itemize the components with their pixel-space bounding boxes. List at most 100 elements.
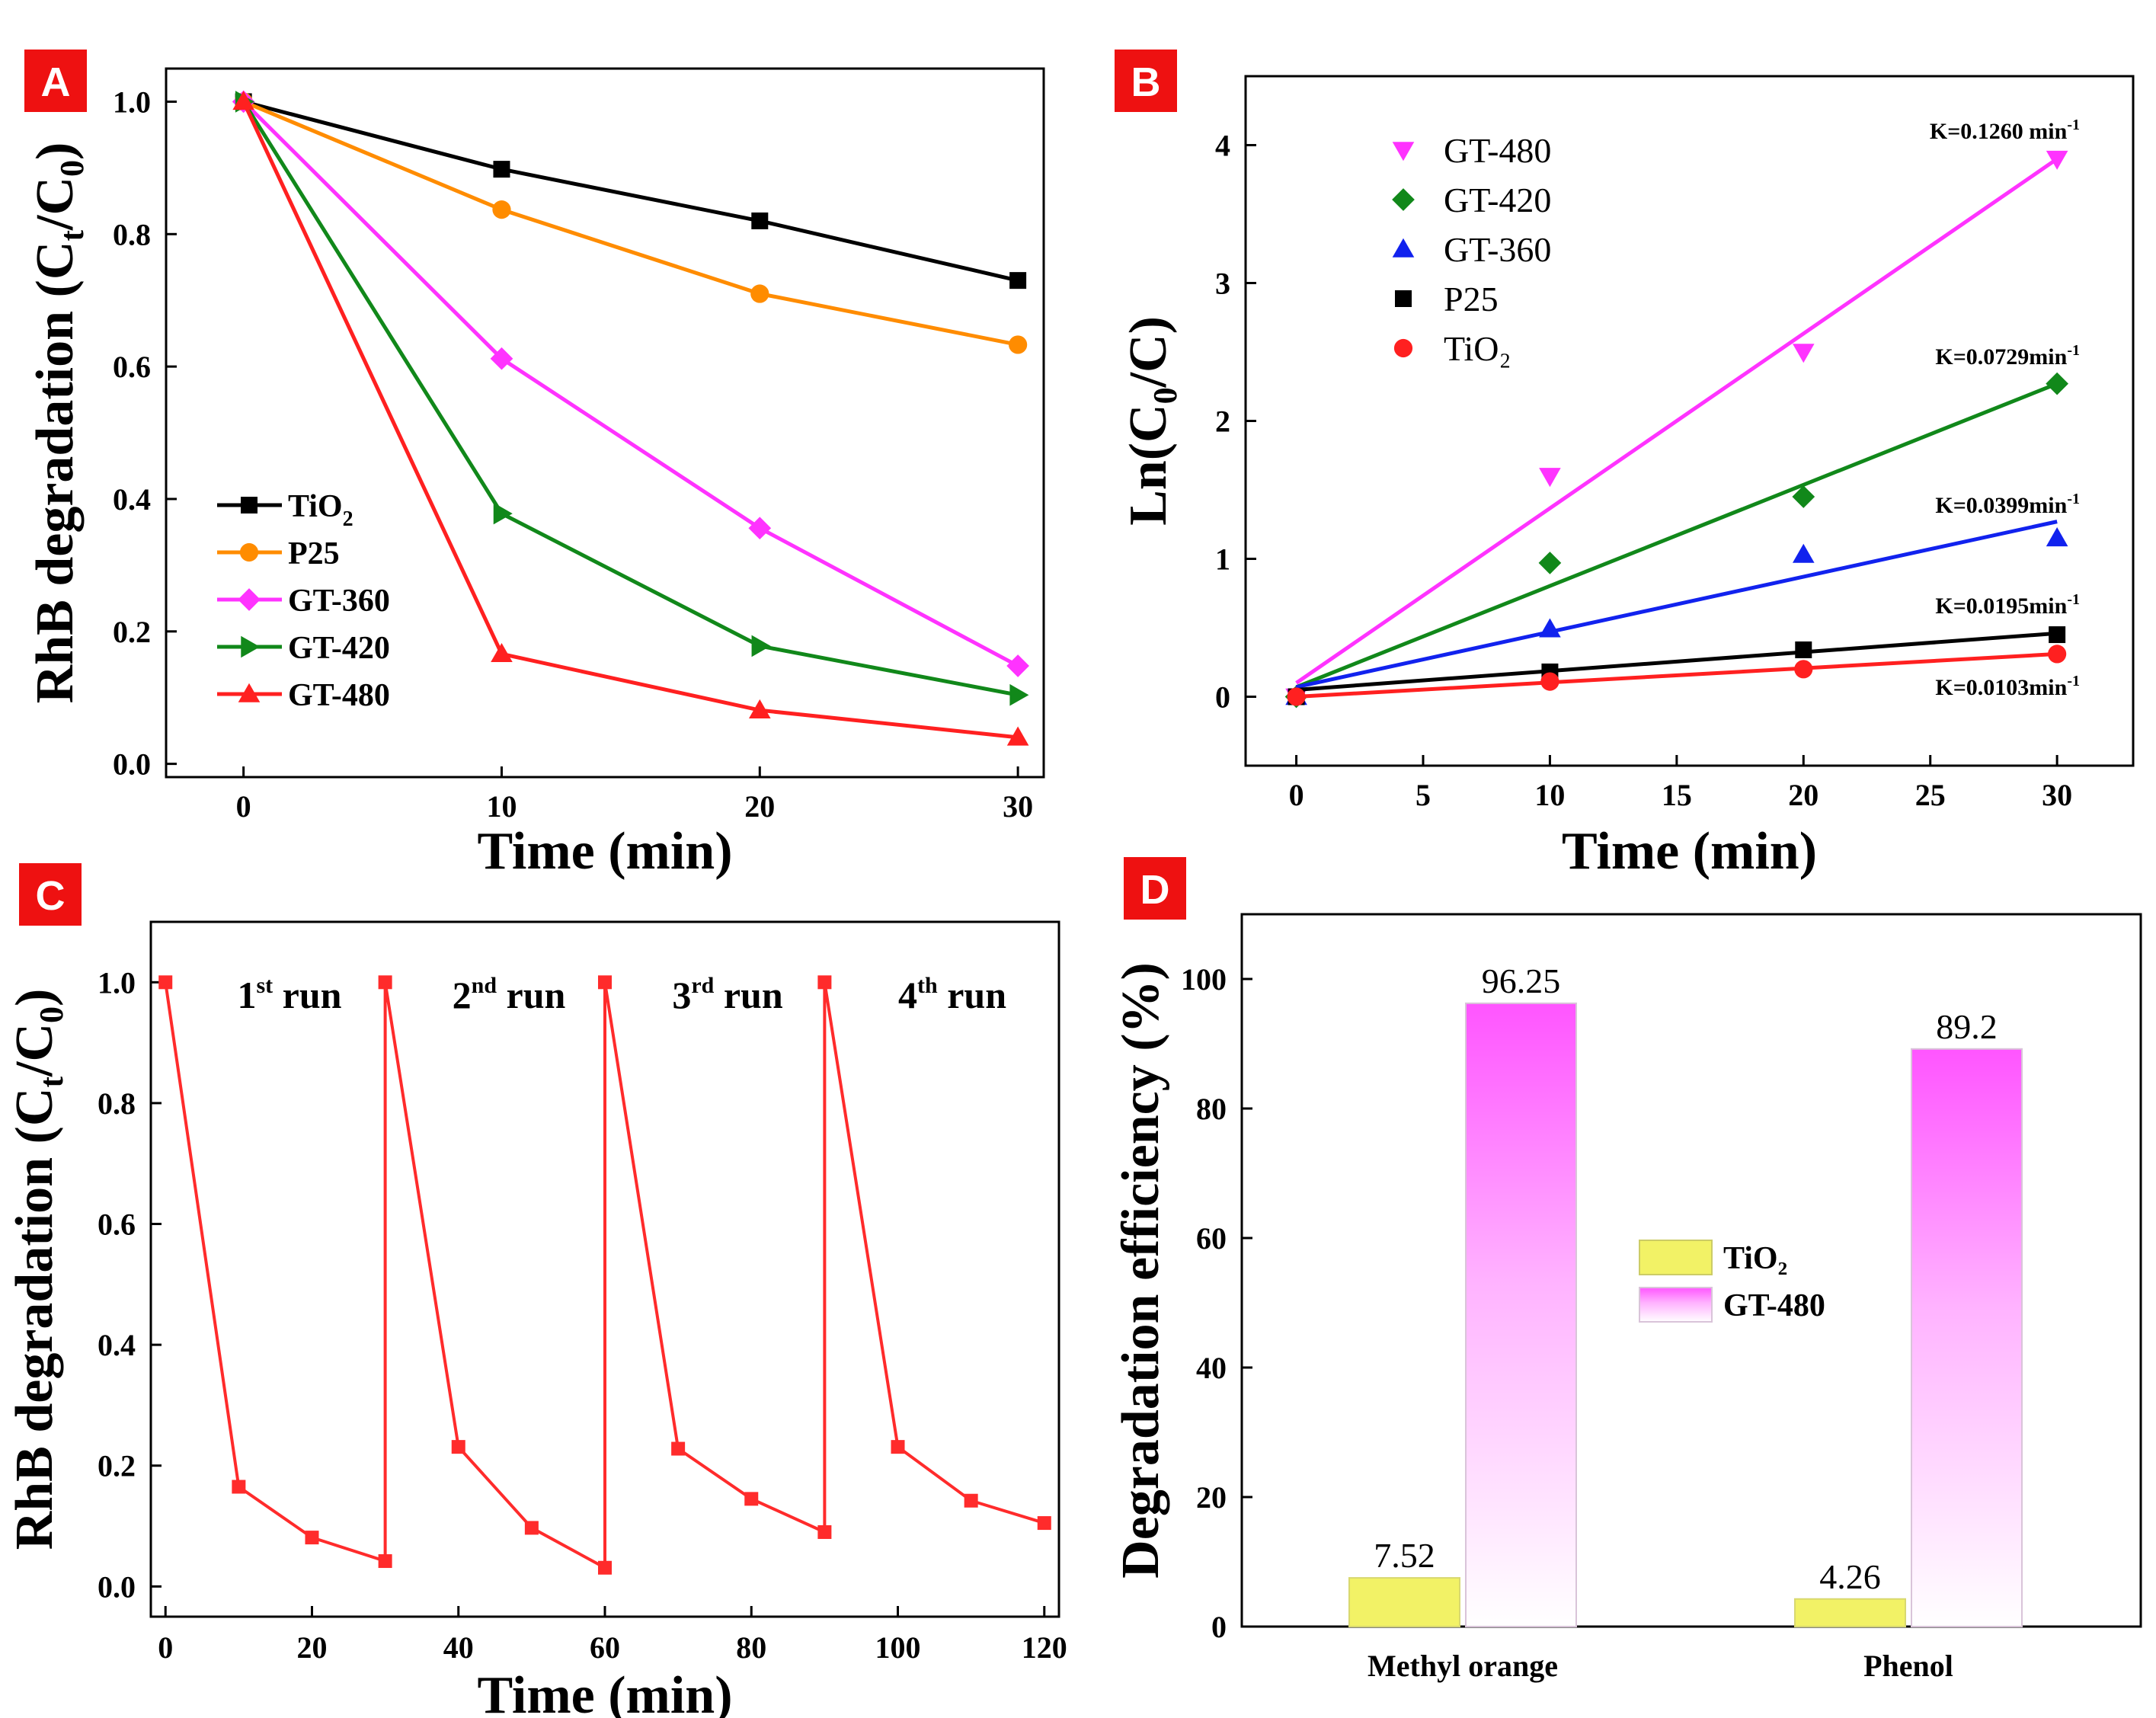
data-point: [1538, 552, 1562, 574]
legend-label: GT-360: [288, 584, 390, 619]
data-point: [232, 91, 254, 110]
legend-marker: [238, 588, 261, 611]
data-point: [1792, 344, 1815, 363]
legend-label: TiO₂: [1723, 1241, 1787, 1276]
data-point: [1794, 660, 1813, 679]
legend-label: P25: [288, 536, 340, 571]
bar-value-label: 96.25: [1482, 961, 1561, 1000]
bar-value-label: 7.52: [1374, 1536, 1435, 1575]
y-axis-label: RhB degradation (Ct/C0): [5, 989, 70, 1550]
bar-value-label: 89.2: [1936, 1007, 1998, 1046]
x-tick-label: 15: [1662, 778, 1692, 812]
panel-badge: [19, 863, 82, 926]
data-point: [490, 347, 513, 370]
bar-tio2: [1348, 1577, 1460, 1628]
legend-swatch-gt480: [1639, 1287, 1713, 1323]
series-line-cycles: [164, 981, 1045, 1571]
x-tick-label: 20: [1788, 778, 1819, 812]
panel-badge: [24, 50, 87, 112]
panel-b: 0 5 10 15 20 25 30 0 1 2 3 4 B K=0.1260 min-1 K=0.0729…: [1115, 50, 2135, 881]
fit-line: [1296, 520, 2058, 689]
legend-label: GT-420: [288, 631, 390, 666]
y-tick-label: 0: [1215, 680, 1230, 715]
plot-frame: [1240, 913, 2142, 1628]
data-point: [2048, 645, 2067, 664]
y-tick-label: 0.2: [98, 1449, 136, 1483]
series-line-gt-480: [242, 101, 1019, 740]
y-axis-label: RhB degradation (Ct/C0): [26, 142, 91, 704]
data-point: [671, 1441, 686, 1456]
y-tick-label: 80: [1196, 1092, 1227, 1126]
data-point: [2049, 626, 2066, 644]
x-tick-label: 40: [443, 1630, 474, 1665]
legend-marker: [1392, 142, 1415, 162]
y-tick-label: 100: [1181, 962, 1227, 997]
panel-badge-label: B: [1131, 59, 1161, 105]
legend-swatch-tio2: [1639, 1240, 1713, 1275]
data-point: [378, 975, 392, 990]
series-line-gt-420: [242, 101, 1019, 697]
panel-c: 0 20 40 60 80 100 120 0.0 0.2 0.4 0.6 0.8 1.0 C 1st ru…: [5, 863, 1067, 1718]
x-tick-label: 120: [1022, 1630, 1067, 1665]
y-axis-label: Degradation efficiency (%): [1112, 962, 1170, 1579]
data-point: [2046, 150, 2068, 170]
x-tick-label: 30: [2042, 778, 2072, 812]
y-tick-label: 0.8: [98, 1086, 136, 1121]
y-tick-label: 0.0: [113, 747, 151, 782]
data-point: [1792, 543, 1815, 563]
x-tick-label: 10: [1534, 778, 1565, 812]
x-category-label: Methyl orange: [1367, 1649, 1558, 1683]
legend-label: TiO2: [288, 489, 353, 531]
legend-marker: [1392, 238, 1415, 258]
legend-marker: [241, 635, 261, 658]
panel-badge-label: C: [36, 873, 66, 919]
data-point: [598, 975, 612, 990]
data-point: [1009, 683, 1029, 706]
data-point: [751, 635, 771, 657]
data-point: [748, 517, 772, 540]
data-point: [305, 1531, 319, 1545]
x-tick-label: 0: [158, 1630, 173, 1665]
x-axis-label: Time (min): [477, 822, 732, 881]
y-tick-label: 1.0: [113, 85, 151, 119]
panel-badge-label: D: [1140, 867, 1170, 913]
data-point: [1037, 1516, 1051, 1531]
series-line-gt-360: [242, 100, 1019, 668]
data-point: [1006, 654, 1029, 677]
legend-marker: [241, 497, 258, 513]
bar-gt480: [1465, 1002, 1577, 1627]
fit-line: [1295, 157, 2058, 685]
data-point: [1795, 641, 1812, 658]
panel-a: 0 10 20 30 0.0 0.2 0.4 0.6 0.8 1.0 A TiO2 P25 GT-360 G…: [24, 50, 1045, 881]
data-point: [493, 161, 510, 178]
data-point: [1539, 468, 1561, 488]
y-tick-label: 0.6: [98, 1208, 136, 1242]
data-point: [378, 1554, 392, 1569]
data-point: [891, 1440, 905, 1454]
x-category-label: Phenol: [1863, 1649, 1953, 1683]
y-tick-label: 4: [1215, 129, 1230, 163]
x-tick-label: 30: [1003, 789, 1033, 824]
fit-line: [1296, 651, 2058, 699]
x-tick-label: 5: [1415, 778, 1431, 812]
data-point: [158, 975, 173, 990]
data-point: [491, 643, 513, 663]
y-tick-label: 2: [1215, 405, 1230, 439]
data-point: [1009, 335, 1028, 354]
data-point: [2046, 527, 2068, 547]
x-tick-label: 100: [875, 1630, 921, 1665]
k-label: K=0.0195min-1: [1935, 591, 2080, 619]
x-tick-label: 0: [236, 789, 251, 824]
data-point: [451, 1440, 465, 1454]
panel-badge: [1115, 50, 1177, 112]
x-tick-label: 10: [486, 789, 517, 824]
legend-marker: [1393, 338, 1413, 358]
y-tick-label: 1: [1215, 542, 1230, 577]
y-tick-label: 0.0: [98, 1569, 136, 1604]
k-label: K=0.1260 min-1: [1930, 117, 2080, 144]
data-point: [1006, 726, 1029, 746]
y-tick-label: 1.0: [98, 965, 136, 1000]
data-point: [750, 284, 769, 303]
data-point: [1792, 485, 1815, 508]
y-tick-label: 20: [1196, 1480, 1227, 1515]
